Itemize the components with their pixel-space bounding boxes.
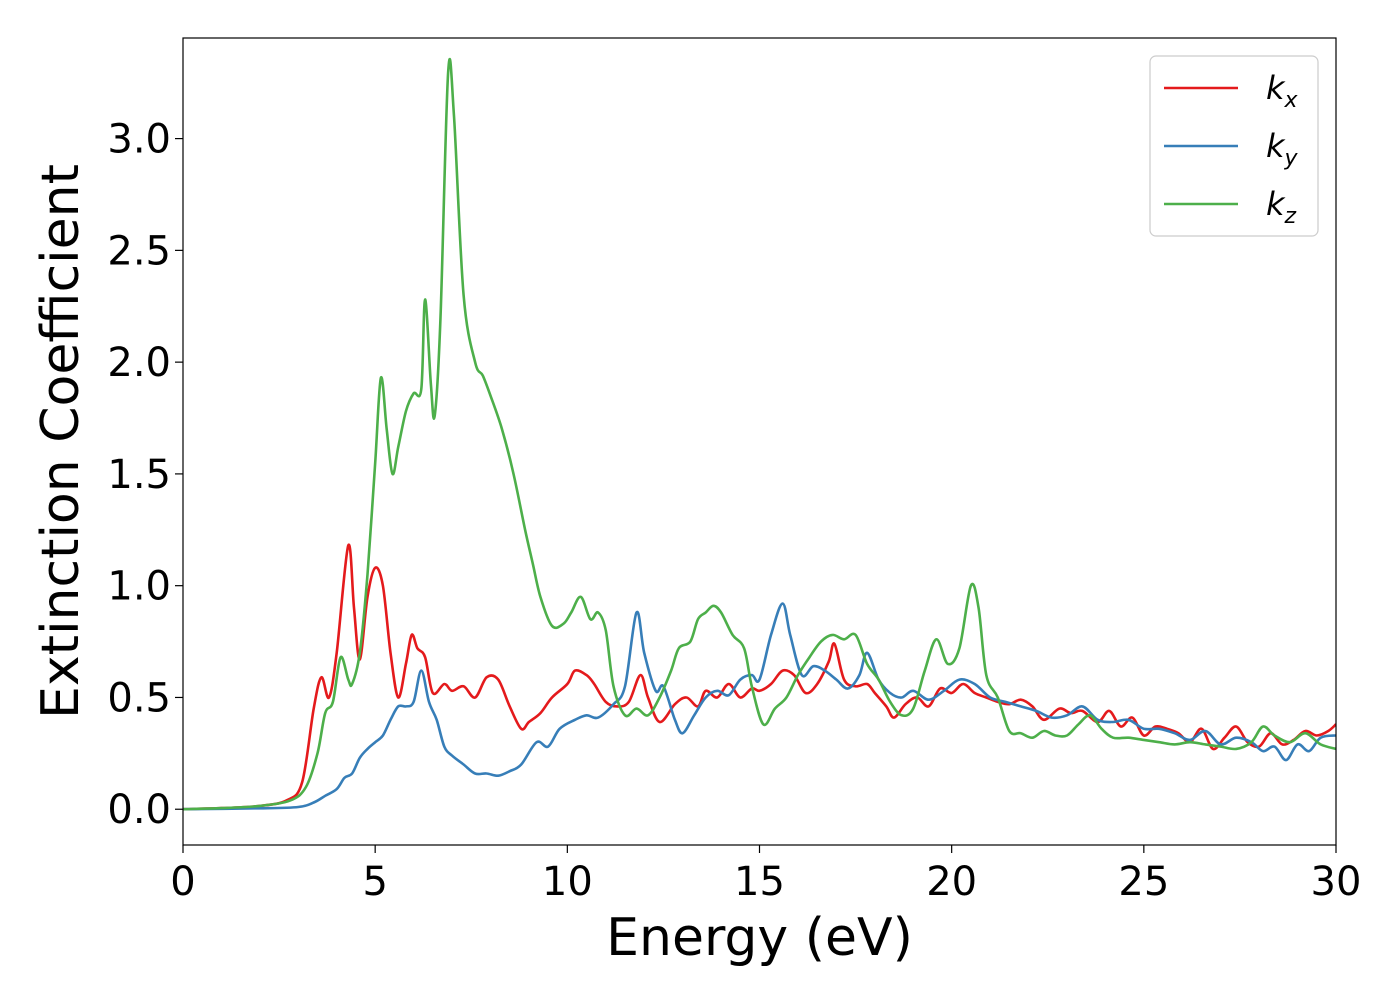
y-tick-label: 2.5 <box>107 228 171 274</box>
legend-label-base: k <box>1266 185 1286 223</box>
plot-lines <box>183 57 1336 811</box>
y-tick-label: 1.5 <box>107 452 171 498</box>
x-tick-label: 0 <box>170 859 195 905</box>
y-tick-label: 3.0 <box>107 117 171 163</box>
series-line-kz <box>183 57 1336 811</box>
legend-label-sub: x <box>1284 88 1299 113</box>
x-tick-label: 30 <box>1311 859 1362 905</box>
y-axis-title: Extinction Coefficient <box>31 164 91 719</box>
y-tick-label: 2.0 <box>107 340 171 386</box>
x-axis-title: Energy (eV) <box>606 908 913 968</box>
y-tick-label: 0.5 <box>107 675 171 721</box>
legend-label-base: k <box>1266 127 1286 165</box>
x-tick-label: 20 <box>926 859 977 905</box>
legend-label-base: k <box>1266 69 1286 107</box>
legend-label: ky <box>1266 127 1299 171</box>
y-axis: 0.0 0.5 1.0 1.5 2.0 2.5 3.0 <box>107 117 183 833</box>
series-line-ky <box>183 602 1336 811</box>
series-line-kx <box>183 543 1336 811</box>
legend-label-sub: y <box>1284 146 1299 171</box>
x-tick-label: 5 <box>362 859 387 905</box>
legend-label: kz <box>1266 185 1297 229</box>
legend-label: kx <box>1266 69 1299 113</box>
legend-label-sub: z <box>1284 204 1297 229</box>
x-tick-label: 25 <box>1118 859 1169 905</box>
x-tick-label: 15 <box>734 859 785 905</box>
x-tick-label: 10 <box>542 859 593 905</box>
y-tick-label: 0.0 <box>107 787 171 833</box>
x-axis: 0 5 10 15 20 25 30 <box>170 845 1361 905</box>
y-tick-label: 1.0 <box>107 564 171 610</box>
